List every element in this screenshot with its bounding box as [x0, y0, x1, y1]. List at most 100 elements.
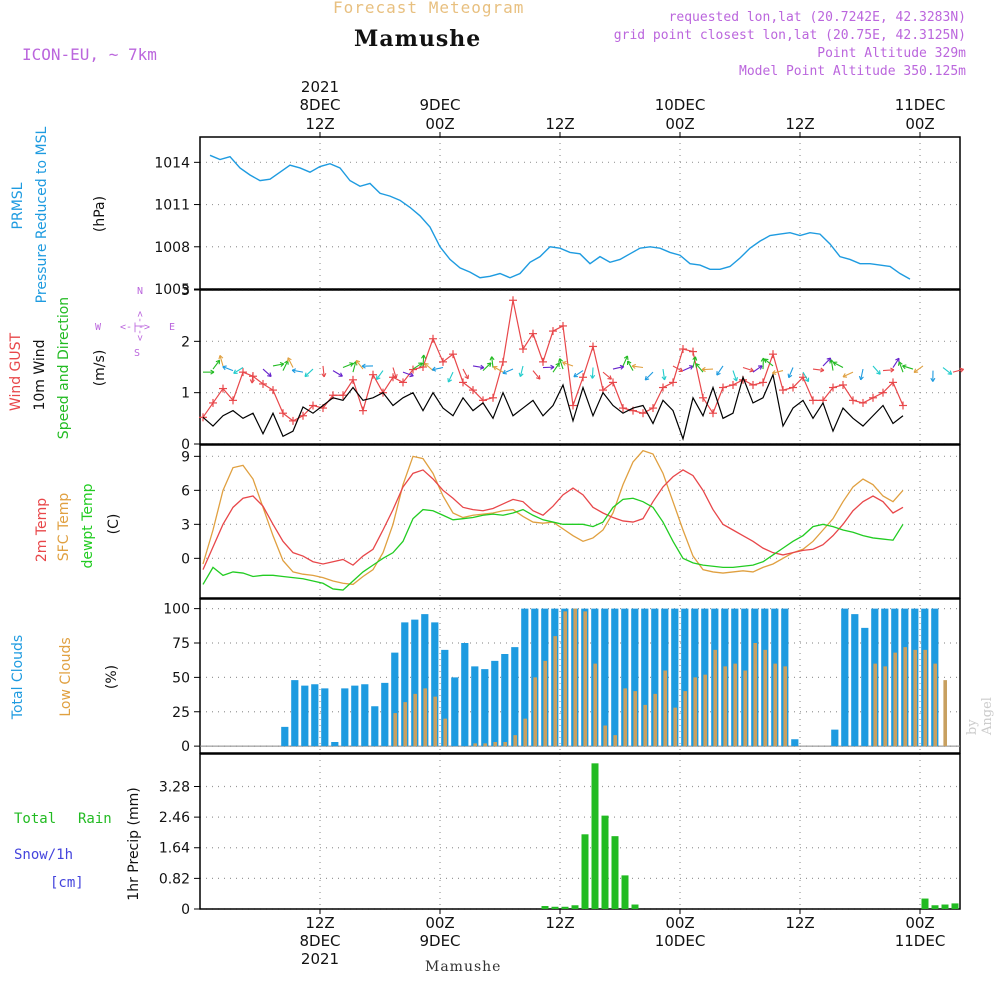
low-cloud-bar — [743, 670, 747, 747]
wind-arrow — [332, 370, 343, 377]
low-cloud-bar — [723, 666, 727, 747]
wind-arrow-shaft — [532, 370, 541, 380]
wind-arrow-shaft — [742, 366, 754, 372]
wind-arrow-shaft — [304, 368, 314, 377]
wind-arrow — [752, 365, 763, 373]
wind-arrow-head — [764, 358, 769, 361]
wind-arrow-shaft — [902, 365, 914, 370]
rain-bar — [611, 836, 619, 909]
wind-arrow-head — [210, 369, 215, 373]
wind-arrow-head — [219, 354, 224, 359]
panel-temperature: 0 3 6 9 — [181, 444, 961, 599]
gust-marker — [309, 401, 317, 410]
y-tick-label: 9 — [181, 449, 190, 465]
wind-arrow-head — [760, 357, 764, 362]
total-cloud-bar — [611, 608, 619, 747]
wind-arrow-head — [858, 375, 862, 380]
wind-arrow-shaft — [355, 360, 364, 370]
gust-marker — [759, 378, 767, 387]
wind-arrow-head — [898, 361, 903, 365]
total-cloud-bar — [351, 685, 359, 747]
wind-arrow-shaft — [392, 367, 397, 379]
rain-bar — [541, 906, 549, 909]
wind-arrow-shaft — [612, 366, 624, 370]
wind-arrow — [462, 368, 469, 380]
wind-arrow-shaft — [882, 369, 895, 372]
wind-arrow — [249, 372, 255, 384]
gust-marker — [449, 350, 457, 359]
total-cloud-bar — [421, 614, 429, 747]
gust-marker — [459, 378, 467, 387]
p1-label-b: Pressure Reduced to MSL — [34, 126, 50, 303]
wind-arrow-shaft — [222, 366, 234, 372]
low-cloud-bar — [683, 691, 687, 747]
total-cloud-bar — [491, 660, 499, 747]
gust-marker — [469, 386, 477, 395]
wind-arrow — [742, 366, 754, 373]
low-cloud-bar — [393, 713, 397, 747]
wind-arrow — [661, 368, 667, 381]
wind-arrow — [218, 354, 224, 367]
low-cloud-bar — [443, 718, 447, 747]
total-cloud-bar — [361, 684, 369, 747]
panel-prmsl: 1005 1008 1011 1014 — [154, 136, 961, 298]
gust-marker — [659, 383, 667, 392]
low-cloud-bar — [703, 674, 707, 747]
time-date-top: 11DEC — [895, 96, 946, 114]
wind-arrow-shaft — [695, 363, 704, 373]
wind-arrow-head — [352, 361, 357, 365]
total-cloud-bar — [501, 654, 509, 747]
wind-arrow — [858, 368, 864, 381]
total-cloud-bar — [681, 608, 689, 747]
wind-arrow-head — [878, 370, 881, 375]
wind-arrow-head — [788, 374, 793, 379]
low-cloud-bar — [513, 735, 517, 747]
y-tick-label: 3.28 — [159, 779, 190, 795]
rain-bar — [921, 898, 929, 909]
wind-arrow — [763, 358, 774, 367]
gust-marker — [749, 380, 757, 389]
p5-label-rain: Rain — [78, 811, 112, 827]
y-tick-label: 2 — [181, 334, 190, 350]
wind-arrow-shaft — [502, 368, 514, 374]
low-cloud-bar — [503, 742, 507, 747]
wind-arrow-shaft — [491, 356, 494, 368]
wind-arrow-shaft — [447, 371, 454, 383]
total-cloud-bar — [371, 706, 379, 747]
low-cloud-bar — [733, 663, 737, 747]
wind-arrow-head — [620, 366, 625, 370]
compass-we-arrow: <-|-> — [120, 322, 150, 333]
y-tick-label: 1 — [181, 386, 190, 402]
wind-arrow-head — [694, 356, 698, 361]
wind-arrow-head — [562, 361, 567, 363]
time-hour-top: 00Z — [425, 115, 454, 133]
wind-arrow-shaft — [682, 365, 694, 372]
total-cloud-bar — [841, 608, 849, 747]
wind-arrow-head — [619, 364, 624, 368]
rain-bar — [941, 904, 949, 909]
wind-arrow-head — [607, 378, 612, 380]
wind-arrow — [321, 365, 327, 378]
wind-arrow-head — [280, 363, 285, 367]
wind-arrow-shaft — [701, 368, 714, 371]
total-cloud-bar — [671, 608, 679, 747]
wind-arrow-shaft — [602, 371, 612, 380]
wind-arrow-shaft — [842, 371, 854, 378]
wind-arrow-shaft — [860, 368, 864, 380]
low-cloud-bar — [753, 643, 757, 747]
wind-arrow — [342, 362, 354, 369]
gust-marker — [509, 296, 517, 305]
wind-arrow-head — [890, 369, 895, 373]
total-cloud-bar — [641, 608, 649, 747]
dewpoint-line — [202, 497, 904, 591]
wind-arrow — [233, 367, 244, 374]
y-tick-label: 100 — [163, 602, 190, 618]
wind-arrow — [421, 354, 427, 367]
wind-arrow-shaft — [519, 365, 524, 377]
wind-arrow-shaft — [872, 365, 881, 375]
low-cloud-bar — [563, 611, 567, 747]
wind-arrow-shaft — [376, 370, 384, 380]
wind-arrow-head — [249, 379, 253, 384]
wind-arrow — [472, 364, 485, 370]
wind-arrow-shaft — [772, 370, 784, 374]
